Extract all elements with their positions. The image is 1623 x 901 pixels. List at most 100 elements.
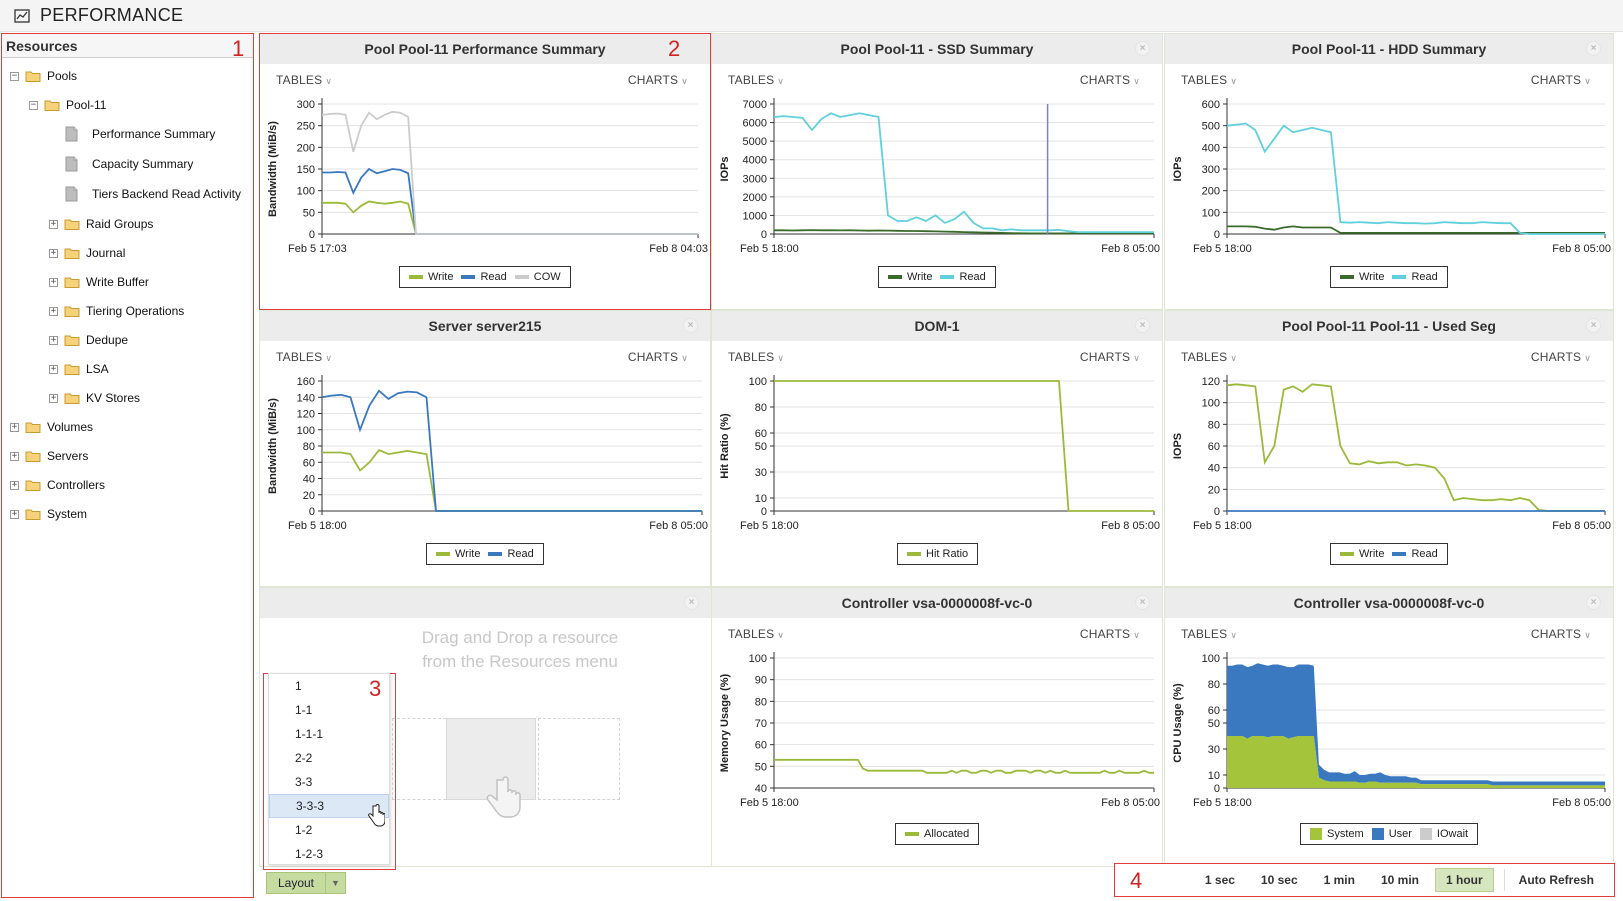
layout-button[interactable]: Layout ▼ [266, 872, 346, 894]
line-series-hit-ratio[interactable] [774, 380, 1154, 512]
legend-item-user[interactable]: User [1371, 828, 1412, 840]
tree-item-performance-summary[interactable]: Performance Summary [65, 124, 215, 144]
tree-item-tiering-operations[interactable]: + Tiering Operations [49, 301, 184, 321]
expand-icon[interactable]: + [10, 508, 19, 519]
charts-dropdown[interactable]: CHARTS ∨ [1080, 73, 1140, 87]
legend-item-read[interactable]: Read [488, 548, 534, 560]
tables-dropdown[interactable]: TABLES ∨ [276, 350, 332, 364]
layout-option-2-2[interactable]: 2-2 [295, 751, 313, 765]
charts-dropdown[interactable]: CHARTS ∨ [1531, 350, 1591, 364]
empty-panel-slot[interactable]: × Drag and Drop a resource from the Reso… [259, 587, 712, 867]
collapse-icon[interactable]: − [10, 70, 19, 81]
line-series-write[interactable] [774, 229, 1154, 235]
line-series-read[interactable] [321, 389, 702, 512]
legend-item-read[interactable]: Read [940, 271, 986, 283]
charts-dropdown[interactable]: CHARTS ∨ [1531, 73, 1591, 87]
tree-item-capacity-summary[interactable]: Capacity Summary [65, 154, 193, 174]
line-series-allocated[interactable] [774, 758, 1154, 774]
refresh-1-min[interactable]: 1 min [1323, 873, 1355, 887]
expand-icon[interactable]: + [49, 392, 58, 403]
close-icon[interactable]: × [1586, 41, 1601, 56]
legend-item-read[interactable]: Read [1392, 271, 1438, 283]
tree-item-pool-11[interactable]: − Pool-11 [29, 95, 106, 115]
expand-icon[interactable]: + [10, 479, 19, 490]
collapse-icon[interactable]: − [29, 99, 38, 110]
line-series-write[interactable] [1226, 383, 1605, 512]
tables-dropdown[interactable]: TABLES ∨ [276, 73, 332, 87]
tree-item-dedupe[interactable]: + Dedupe [49, 330, 128, 350]
tree-item-volumes[interactable]: + Volumes [10, 417, 93, 437]
chart-used-seg[interactable]: 0 20 40 60 80 100 120 IOPS Feb 5 18:00 Feb 8 05:0… [1165, 369, 1615, 539]
tree-item-write-buffer[interactable]: + Write Buffer [49, 272, 149, 292]
line-series-read[interactable] [322, 167, 698, 235]
refresh-10-sec[interactable]: 10 sec [1260, 873, 1298, 887]
tree-item-servers[interactable]: + Servers [10, 446, 88, 466]
chart-perf-summary[interactable]: 0 50 100 150 200 250 300 Bandwidth (MiB/s) Feb 5… [260, 92, 712, 262]
line-series-write[interactable] [322, 200, 698, 235]
expand-icon[interactable]: + [49, 363, 58, 374]
chart-server-server215[interactable]: 0 20 40 60 80 100 120 140 160 Bandwidth (MiB/s) Fe… [260, 369, 712, 539]
line-series-read[interactable] [1226, 122, 1605, 235]
tables-dropdown[interactable]: TABLES ∨ [1181, 627, 1237, 641]
layout-option-1-1-1[interactable]: 1-1-1 [295, 727, 324, 741]
layout-option-1-2[interactable]: 1-2 [295, 823, 313, 837]
layout-option-1-2-3[interactable]: 1-2-3 [295, 847, 324, 861]
chart-hdd-summary[interactable]: 0 100 200 300 400 500 600 IOPs Feb 5 18:00 Feb 8 … [1165, 92, 1615, 262]
chevron-down-icon[interactable]: ▼ [325, 873, 345, 893]
tree-item-system[interactable]: + System [10, 504, 87, 524]
charts-dropdown[interactable]: CHARTS ∨ [628, 73, 688, 87]
tree-item-journal[interactable]: + Journal [49, 243, 125, 263]
tree-item-kv-stores[interactable]: + KV Stores [49, 388, 140, 408]
close-icon[interactable]: × [683, 318, 698, 333]
chart-controller-memory[interactable]: 40 50 60 70 80 90 100 Memory Usage (%) Feb 5 18:… [712, 646, 1164, 816]
tables-dropdown[interactable]: TABLES ∨ [728, 350, 784, 364]
charts-dropdown[interactable]: CHARTS ∨ [1531, 627, 1591, 641]
area-series-system[interactable] [1227, 736, 1605, 788]
legend-item-hit-ratio[interactable]: Hit Ratio [907, 548, 968, 560]
close-icon[interactable]: × [684, 595, 699, 610]
tables-dropdown[interactable]: TABLES ∨ [728, 627, 784, 641]
area-series-user[interactable] [1227, 663, 1605, 786]
charts-dropdown[interactable]: CHARTS ∨ [628, 350, 688, 364]
refresh-10-min[interactable]: 10 min [1380, 873, 1419, 887]
tables-dropdown[interactable]: TABLES ∨ [1181, 350, 1237, 364]
legend-item-iowait[interactable]: IOwait [1419, 828, 1468, 840]
expand-icon[interactable]: + [49, 247, 58, 258]
tree-item-pools[interactable]: − Pools [10, 66, 77, 86]
line-series-write[interactable] [322, 449, 702, 512]
refresh-1-sec[interactable]: 1 sec [1204, 873, 1235, 887]
legend-item-write[interactable]: Write [436, 548, 480, 560]
layout-option-3-3[interactable]: 3-3 [295, 775, 313, 789]
close-icon[interactable]: × [1135, 318, 1150, 333]
line-series-read[interactable] [773, 112, 1154, 233]
layout-menu[interactable]: 1 1-1 1-1-1 2-2 3-3 3-3-3 1-2 1-2-3 [268, 673, 390, 865]
auto-refresh-button[interactable]: Auto Refresh [1503, 869, 1604, 891]
refresh-1-hour[interactable]: 1 hour [1434, 868, 1494, 892]
expand-icon[interactable]: + [49, 305, 58, 316]
expand-icon[interactable]: + [49, 334, 58, 345]
drop-zone-center[interactable] [446, 718, 536, 800]
close-icon[interactable]: × [1135, 41, 1150, 56]
charts-dropdown[interactable]: CHARTS ∨ [1080, 627, 1140, 641]
close-icon[interactable]: × [1586, 595, 1601, 610]
legend-item-allocated[interactable]: Allocated [905, 828, 969, 840]
legend-item-write[interactable]: Write [409, 271, 453, 283]
legend-item-write[interactable]: Write [1340, 271, 1384, 283]
close-icon[interactable]: × [1135, 595, 1150, 610]
layout-option-1-1[interactable]: 1-1 [295, 703, 313, 717]
line-series-write[interactable] [1227, 225, 1605, 234]
layout-option-1[interactable]: 1 [295, 679, 302, 693]
legend-item-read[interactable]: Read [1392, 548, 1438, 560]
expand-icon[interactable]: + [10, 421, 19, 432]
legend-item-system[interactable]: System [1310, 828, 1364, 840]
expand-icon[interactable]: + [10, 450, 19, 461]
expand-icon[interactable]: + [49, 218, 58, 229]
tree-item-lsa[interactable]: + LSA [49, 359, 109, 379]
tree-item-raid-groups[interactable]: + Raid Groups [49, 214, 153, 234]
expand-icon[interactable]: + [49, 276, 58, 287]
legend-item-cow[interactable]: COW [514, 271, 561, 283]
tables-dropdown[interactable]: TABLES ∨ [1181, 73, 1237, 87]
charts-dropdown[interactable]: CHARTS ∨ [1080, 350, 1140, 364]
